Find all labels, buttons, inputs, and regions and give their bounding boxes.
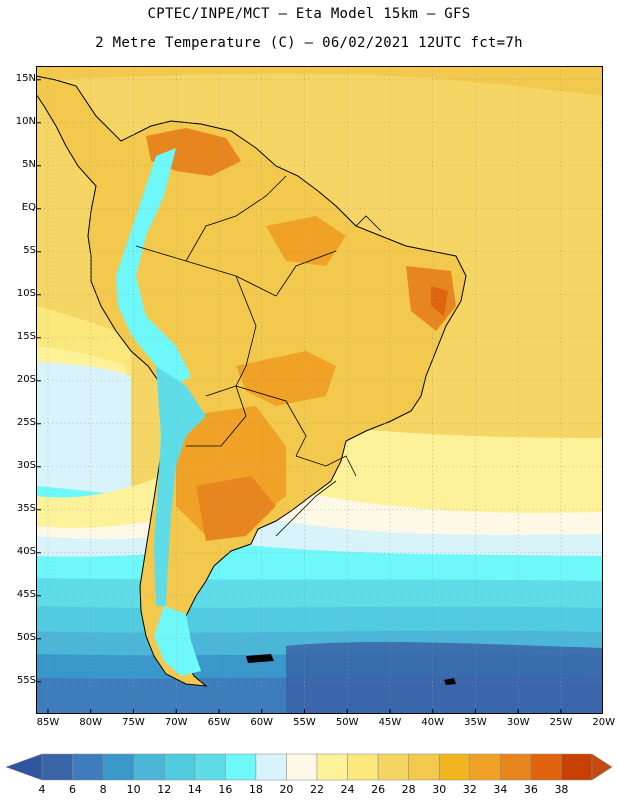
lon-label: 25W bbox=[549, 717, 573, 728]
colorbar-swatch bbox=[408, 753, 440, 781]
lon-label: 35W bbox=[464, 717, 487, 728]
lon-label: 60W bbox=[250, 717, 274, 728]
lat-label: 10N bbox=[15, 115, 36, 127]
lat-label: 55S bbox=[16, 674, 36, 686]
temperature-colorbar bbox=[6, 753, 612, 781]
hot-patch-central bbox=[236, 351, 336, 406]
colorbar-swatch bbox=[286, 753, 318, 781]
colorbar-tick-label: 22 bbox=[310, 783, 324, 796]
colorbar-swatch bbox=[377, 753, 409, 781]
colorbar-tick-label: 14 bbox=[187, 783, 202, 796]
colorbar-tick-label: 18 bbox=[248, 783, 263, 796]
lat-label: 20S bbox=[16, 373, 36, 385]
colorbar-tick-label: 4 bbox=[38, 783, 46, 796]
colorbar-swatch bbox=[225, 753, 257, 781]
map-title-line1: CPTEC/INPE/MCT – Eta Model 15km – GFS bbox=[147, 6, 471, 22]
very-hot-patch-northeast bbox=[431, 286, 448, 316]
colorbar-swatch bbox=[347, 753, 379, 781]
lon-label: 70W bbox=[164, 717, 188, 728]
map-title-line2: 2 Metre Temperature (C) – 06/02/2021 12U… bbox=[95, 35, 523, 51]
colorbar-swatch bbox=[41, 753, 73, 781]
tropical-north-band bbox=[36, 66, 603, 96]
lat-label: 10S bbox=[16, 287, 36, 299]
colorbar-swatch bbox=[530, 753, 562, 781]
colorbar-tick-label: 24 bbox=[340, 783, 355, 796]
lon-label: 20W bbox=[592, 717, 616, 728]
colorbar-swatch bbox=[72, 753, 104, 781]
temperature-map bbox=[36, 66, 605, 718]
lat-label: 5S bbox=[23, 244, 36, 256]
colorbar-swatch bbox=[561, 753, 593, 781]
lat-label: 45S bbox=[16, 588, 36, 600]
colorbar-swatch bbox=[500, 753, 532, 781]
colorbar-swatch bbox=[255, 753, 287, 781]
lon-label: 80W bbox=[79, 717, 103, 728]
country-borders bbox=[135, 175, 382, 537]
lon-label: 55W bbox=[293, 717, 316, 728]
map-frame bbox=[36, 66, 603, 714]
graticule bbox=[36, 66, 603, 714]
colorbar-swatch bbox=[316, 753, 348, 781]
colorbar-swatch bbox=[194, 753, 226, 781]
lat-label: 50S bbox=[16, 631, 36, 643]
colorbar-tick-label: 34 bbox=[493, 783, 508, 796]
lat-label: EQ bbox=[21, 201, 36, 213]
andes-cool-strip-south bbox=[154, 366, 206, 606]
colorbar-tick-label: 26 bbox=[371, 783, 386, 796]
lat-label: 15S bbox=[16, 330, 36, 342]
falkland-islands bbox=[246, 654, 274, 663]
very-hot-patch-argentina bbox=[196, 476, 276, 541]
colorbar-over-arrow bbox=[591, 753, 612, 781]
lat-label: 5N bbox=[22, 158, 36, 170]
lat-label: 30S bbox=[16, 459, 36, 471]
colorbar-swatch bbox=[133, 753, 165, 781]
colorbar-tick-label: 10 bbox=[126, 783, 141, 796]
lat-label: 25S bbox=[16, 416, 36, 428]
colorbar-swatch bbox=[469, 753, 501, 781]
lon-label: 45W bbox=[378, 717, 402, 728]
lon-label: 40W bbox=[421, 717, 445, 728]
colorbar-tick-label: 32 bbox=[462, 783, 477, 796]
lat-label: 40S bbox=[16, 545, 36, 557]
hot-patch-amazon bbox=[266, 216, 346, 266]
colorbar-swatch bbox=[438, 753, 471, 781]
colorbar-tick-label: 30 bbox=[432, 783, 447, 796]
colorbar-tick-label: 6 bbox=[69, 783, 77, 796]
andes-cool-strip bbox=[116, 148, 191, 386]
patagonia-cool bbox=[154, 606, 201, 676]
colorbar-tick-label: 28 bbox=[401, 783, 416, 796]
colorbar-tick-label: 36 bbox=[523, 783, 538, 796]
colorbar-tick-label: 20 bbox=[279, 783, 294, 796]
lon-label: 85W bbox=[36, 717, 60, 728]
colorbar-tick-label: 8 bbox=[99, 783, 107, 796]
ocean-band-4 bbox=[286, 642, 603, 714]
lon-label: 50W bbox=[335, 717, 359, 728]
lat-label: 35S bbox=[16, 502, 36, 514]
colorbar-under-arrow bbox=[6, 753, 43, 781]
colorbar-swatch bbox=[102, 753, 134, 781]
colorbar-swatch bbox=[163, 753, 196, 781]
colorbar-tick-label: 38 bbox=[554, 783, 569, 796]
lat-label: 15N bbox=[15, 72, 36, 84]
lon-label: 65W bbox=[207, 717, 231, 728]
lon-label: 30W bbox=[506, 717, 530, 728]
colorbar-tick-label: 16 bbox=[218, 783, 233, 796]
lon-label: 75W bbox=[122, 717, 145, 728]
south-georgia bbox=[444, 678, 456, 685]
colorbar-tick-label: 12 bbox=[157, 783, 172, 796]
map-svg bbox=[36, 66, 605, 714]
